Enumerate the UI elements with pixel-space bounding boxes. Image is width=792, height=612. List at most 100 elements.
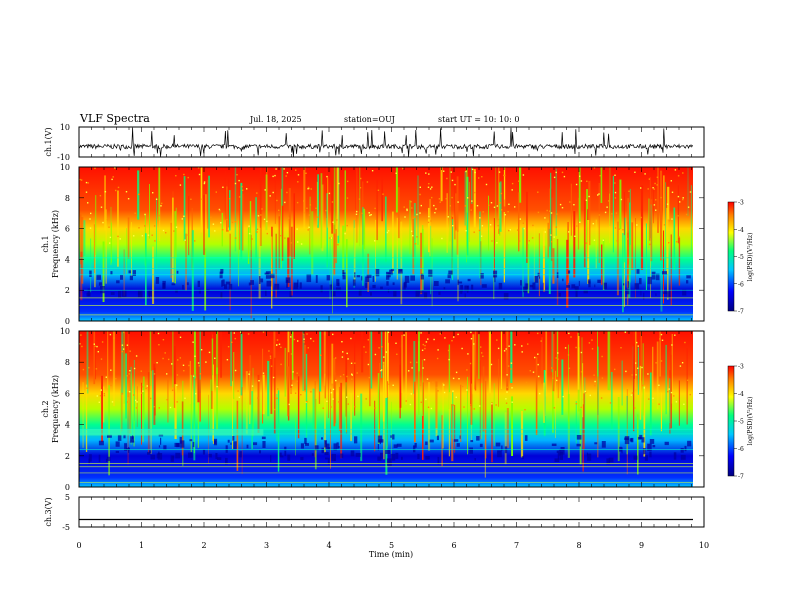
spectrogram-speckle [125, 191, 128, 193]
spectrogram-low-patch [230, 442, 232, 445]
spectrogram-speckle [157, 332, 160, 335]
spectrogram-speckle [129, 350, 131, 352]
spectrogram-streak [405, 332, 407, 405]
spectrogram-speckle [532, 371, 535, 373]
spectrogram-low-patch [158, 445, 161, 448]
spectrogram-streak [598, 183, 600, 263]
spectrogram-speckle [671, 191, 674, 193]
spectrogram-low-patch [560, 447, 565, 455]
spectrogram-speckle [687, 379, 689, 381]
spectrogram-speckle [126, 344, 129, 346]
spectrogram-streak [396, 217, 398, 280]
spectrogram-speckle [171, 389, 174, 391]
spectrogram-low-patch [128, 270, 131, 274]
spectrogram-streak [577, 332, 580, 390]
spectrogram-streak [643, 385, 646, 457]
spectrogram-streak [251, 391, 253, 449]
spectrogram-speckle [160, 205, 162, 207]
spectrogram-speckle [86, 387, 88, 389]
spectrogram-streak [418, 341, 420, 415]
spectrogram-low-patch [523, 286, 528, 293]
spectrogram-speckle [248, 225, 250, 227]
spectrogram-speckle [142, 390, 144, 392]
ch3-waveform-ylabel: ch.3(V) [44, 497, 53, 526]
spectrogram-speckle [634, 171, 636, 173]
spectrogram-low-patch [100, 286, 105, 294]
spectrogram-speckle [371, 170, 374, 172]
spectrogram-speckle [514, 206, 516, 208]
spectrogram-low-patch [470, 440, 474, 443]
spectrogram-speckle [339, 375, 342, 378]
spectrogram-streak [170, 222, 172, 279]
spectrogram-streak [456, 176, 459, 255]
spectrogram-speckle [655, 362, 657, 364]
spectrogram-streak [473, 342, 475, 390]
spectrogram-streak [93, 224, 95, 273]
spectrogram-speckle [140, 370, 142, 372]
spectrogram-streak [547, 222, 549, 259]
spectrogram-streak [311, 211, 314, 275]
spectrogram-low-patch [643, 292, 645, 300]
spectrogram-low-patch [261, 436, 266, 440]
spectrogram-low-patch [279, 455, 284, 458]
spectrogram-speckle [194, 355, 196, 357]
ch3-waveform-ticks [78, 497, 705, 527]
frequency-tick-label: 4 [65, 421, 70, 430]
spectrogram-speckle [682, 198, 684, 201]
spectrogram-low-patch [225, 445, 228, 453]
spectrogram-speckle [133, 367, 136, 370]
spectrogram-speckle [508, 203, 510, 205]
spectrogram-speckle [100, 389, 102, 391]
spectrogram-low-patch [649, 439, 655, 444]
spectrogram-low-patch [225, 281, 231, 285]
spectrogram-speckle [367, 363, 370, 366]
spectrogram-low-patch [640, 290, 642, 296]
spectrogram-streak [666, 207, 669, 274]
spectrogram-speckle [382, 193, 384, 195]
spectrogram-speckle [214, 230, 216, 232]
spectrogram-speckle [114, 167, 116, 169]
spectrogram-streak [454, 404, 456, 453]
spectrogram-speckle [128, 373, 130, 375]
spectrogram-streak [656, 341, 659, 410]
spectrogram-speckle [569, 201, 571, 203]
spectrogram-low-patch [448, 270, 453, 276]
spectrogram-speckle [668, 220, 671, 222]
spectrogram-speckle [402, 167, 404, 170]
spectrogram-low-patch [456, 443, 460, 447]
spectrogram-streak [181, 401, 184, 456]
spectrogram-streak [287, 237, 290, 287]
spectrogram-speckle [449, 205, 451, 207]
spectrogram-streak [418, 331, 420, 372]
spectrogram-streak [273, 331, 276, 379]
spectrogram-speckle [151, 234, 153, 236]
spectrogram-speckle [240, 331, 242, 333]
spectrogram-streak [355, 167, 356, 210]
spectrogram-speckle [365, 351, 367, 353]
spectrogram-streak [199, 331, 201, 394]
spectrogram-streak [276, 393, 278, 442]
spectrogram-speckle [562, 395, 564, 398]
spectrogram-speckle [166, 399, 168, 401]
station-label: station=OUJ [344, 115, 395, 124]
spectrogram-streak [602, 238, 605, 290]
spectrogram-speckle [671, 344, 673, 346]
spectrogram-streak [190, 375, 192, 453]
spectrogram-streak [624, 217, 626, 263]
spectrogram-streak [305, 353, 308, 438]
frequency-tick-label: 8 [65, 194, 70, 203]
spectrogram-streak [229, 190, 231, 231]
spectrogram-low-patch [559, 452, 563, 460]
spectrogram-low-patch [643, 448, 646, 455]
spectrogram-speckle [538, 375, 540, 378]
spectrogram-low-patch [331, 454, 336, 461]
spectrogram-speckle [300, 243, 303, 245]
spectrogram-speckle [135, 407, 138, 409]
spectrogram-speckle [403, 206, 405, 208]
spectrogram-speckle [464, 205, 467, 207]
spectrogram-speckle [368, 212, 370, 214]
spectrogram-streak [422, 382, 424, 434]
spectrogram-streak [149, 331, 152, 386]
spectrogram-low-patch [651, 271, 656, 280]
spectrogram-speckle [488, 204, 490, 206]
